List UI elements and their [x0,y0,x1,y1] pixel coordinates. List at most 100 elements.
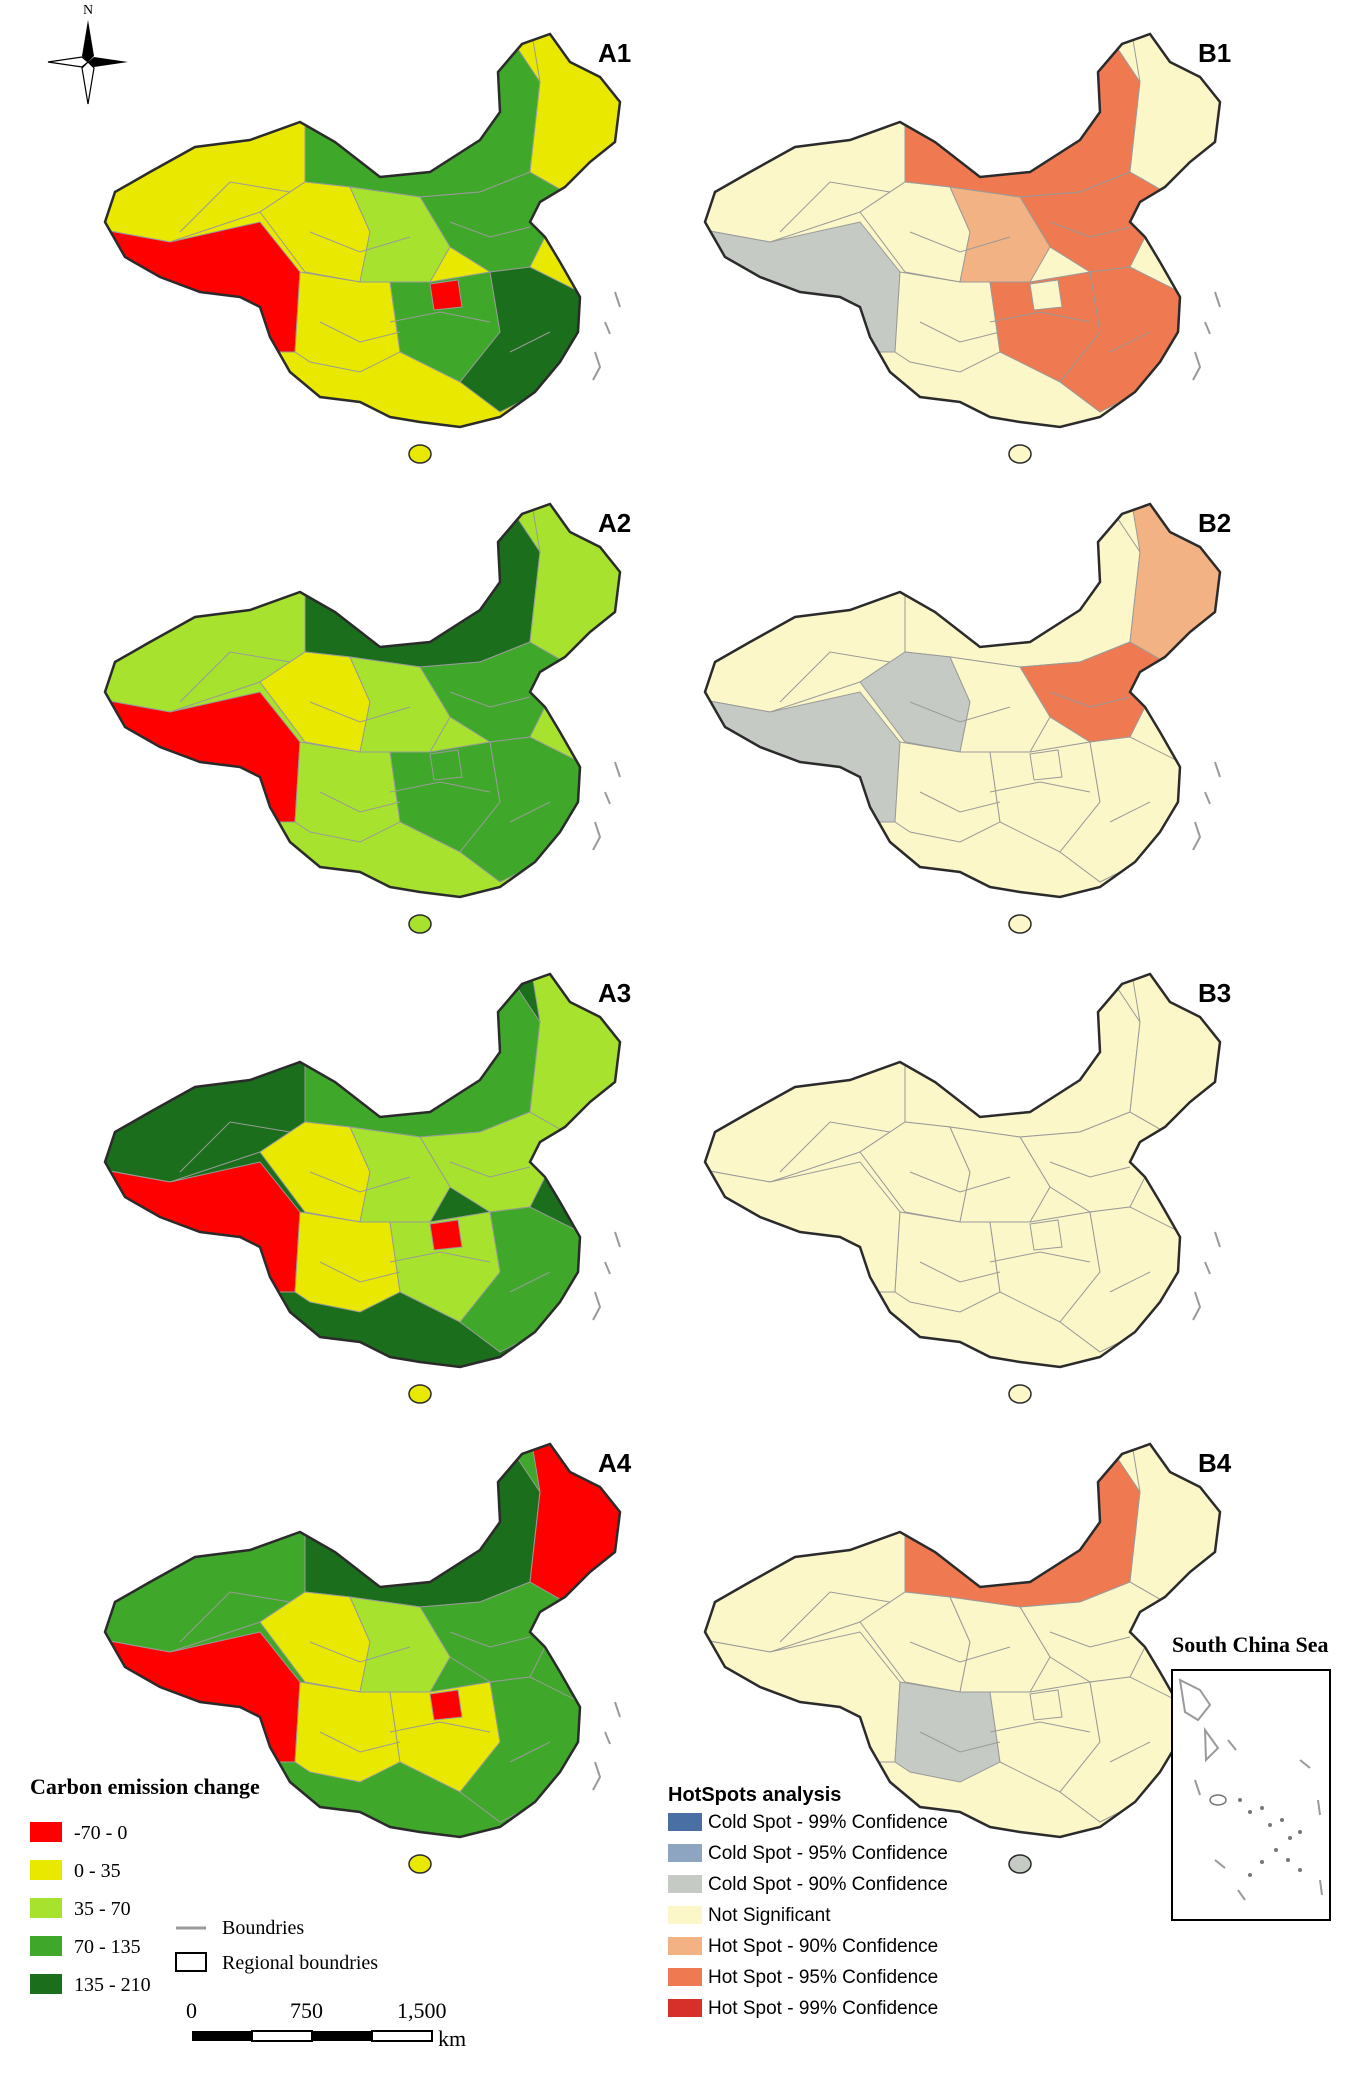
region-1 [705,221,901,353]
province-line-0 [779,181,891,233]
province-line-4 [919,1261,1001,1283]
province-line-5 [509,331,551,353]
province-line-3 [1049,1631,1131,1648]
inset-coastline [1178,1678,1212,1722]
regional-boundaries-label: Regional boundries [222,1952,378,1974]
region-6 [894,1211,1001,1313]
province-line-0 [179,181,291,233]
inset-island-2 [1260,1806,1264,1810]
province-line-2 [989,1251,1091,1263]
region-6 [294,1211,401,1313]
region-1 [105,1161,301,1293]
hainan-island [1008,914,1032,934]
hotspot-class-label-0: Cold Spot - 99% Confidence [708,1812,948,1833]
inset-dash-1 [1299,1759,1311,1769]
province-line-2 [989,1721,1091,1733]
hainan-island [1008,1384,1032,1404]
hotspot-swatch-1 [668,1844,702,1862]
sea-dashes [604,1231,621,1275]
province-line-2 [389,311,491,323]
inset-island-5 [1288,1836,1292,1840]
province-line-2 [989,781,1091,793]
hainan-island [408,1384,432,1404]
province-line-4 [919,321,1001,343]
inset-dash-4 [1214,1859,1226,1869]
inset-island-0 [1238,1798,1242,1802]
province-line-5 [509,801,551,823]
map-panel-a4: A4 [103,1442,632,1874]
south-china-sea-inset: South China Sea [1171,1632,1331,1921]
scale-tick-0: 0 [186,1998,197,2023]
inset-island-4 [1280,1818,1284,1822]
scale-tick-1500: 1,500 [397,1998,447,2023]
province-line-2 [389,1251,491,1263]
region-2 [304,504,541,668]
region-6 [294,741,401,843]
province-line-3 [449,1161,531,1178]
taiwan-outline [1192,1291,1202,1321]
region-1 [105,221,301,353]
region-2 [904,974,1141,1138]
region-8 [429,279,463,311]
province-line-3 [1049,691,1131,708]
hotspot-class-label-3: Not Significant [708,1905,831,1926]
province-line-1 [909,1171,1011,1193]
province-line-1 [909,1641,1011,1663]
map-panel-b1: B1 [703,32,1231,464]
region-2 [904,1444,1141,1608]
province-line-4 [319,791,401,813]
region-1 [705,691,901,823]
panel-label-a3: A3 [598,978,631,1008]
region-2 [904,34,1141,198]
scale-tick-750: 750 [290,1998,323,2023]
region-1 [705,1161,901,1293]
taiwan-outline [592,821,602,851]
regional-boundaries-icon [175,1952,207,1972]
inset-dash-3 [1194,1779,1201,1796]
map-panel-a1: A1 [103,32,631,464]
region-1 [105,1631,301,1763]
panel-label-a2: A2 [598,508,631,538]
province-line-4 [319,321,401,343]
province-line-0 [779,1591,891,1643]
taiwan-outline [592,1291,602,1321]
panel-label-b4: B4 [1198,1448,1232,1478]
taiwan-outline [1192,821,1202,851]
carbon-swatch-4 [30,1974,62,1994]
province-line-4 [319,1261,401,1283]
sea-dashes [1204,761,1221,805]
scale-bar: 0 750 1,500 km [186,1998,466,2051]
province-line-2 [389,781,491,793]
carbon-legend-title: Carbon emission change [30,1774,260,1799]
carbon-class-label-0: -70 - 0 [74,1822,127,1844]
inset-islands [1194,1739,1323,1901]
region-6 [894,741,1001,843]
province-line-1 [309,701,411,723]
panel-label-b3: B3 [1198,978,1231,1008]
hotspot-swatch-4 [668,1937,702,1955]
carbon-swatch-1 [30,1860,62,1880]
inset-island-1 [1248,1810,1252,1814]
region-8 [1029,1219,1063,1251]
province-line-0 [779,651,891,703]
carbon-class-label-4: 135 - 210 [74,1974,151,1996]
region-8 [1029,1689,1063,1721]
region-2 [304,1444,541,1608]
province-line-1 [909,231,1011,253]
province-line-5 [1109,1271,1151,1293]
province-line-2 [389,1721,491,1733]
carbon-class-label-2: 35 - 70 [74,1898,131,1920]
hotspot-class-label-4: Hot Spot - 90% Confidence [708,1936,938,1957]
boundaries-label: Boundries [222,1917,304,1939]
map-panel-a2: A2 [103,502,631,934]
province-line-0 [779,1121,891,1173]
province-line-5 [1109,801,1151,823]
sea-dashes [1204,291,1221,335]
province-line-4 [919,791,1001,813]
panel-label-a1: A1 [598,38,631,68]
hainan-island [408,444,432,464]
north-label: N [83,3,93,18]
hotspot-class-label-1: Cold Spot - 95% Confidence [708,1843,948,1864]
province-line-0 [179,1591,291,1643]
